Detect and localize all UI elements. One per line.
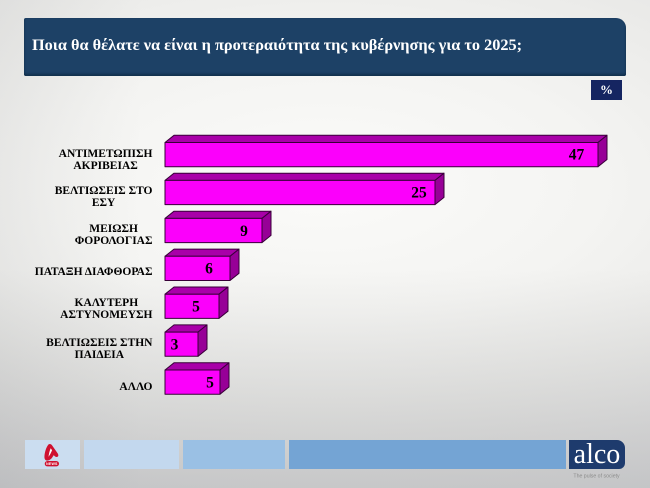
svg-text:NEWS: NEWS bbox=[46, 462, 58, 466]
svg-text:9: 9 bbox=[240, 223, 248, 240]
svg-text:6: 6 bbox=[205, 261, 213, 278]
svg-text:5: 5 bbox=[192, 298, 200, 315]
svg-text:3: 3 bbox=[171, 336, 179, 353]
svg-text:5: 5 bbox=[206, 375, 214, 392]
svg-text:25: 25 bbox=[411, 185, 427, 202]
svg-text:47: 47 bbox=[569, 147, 585, 164]
